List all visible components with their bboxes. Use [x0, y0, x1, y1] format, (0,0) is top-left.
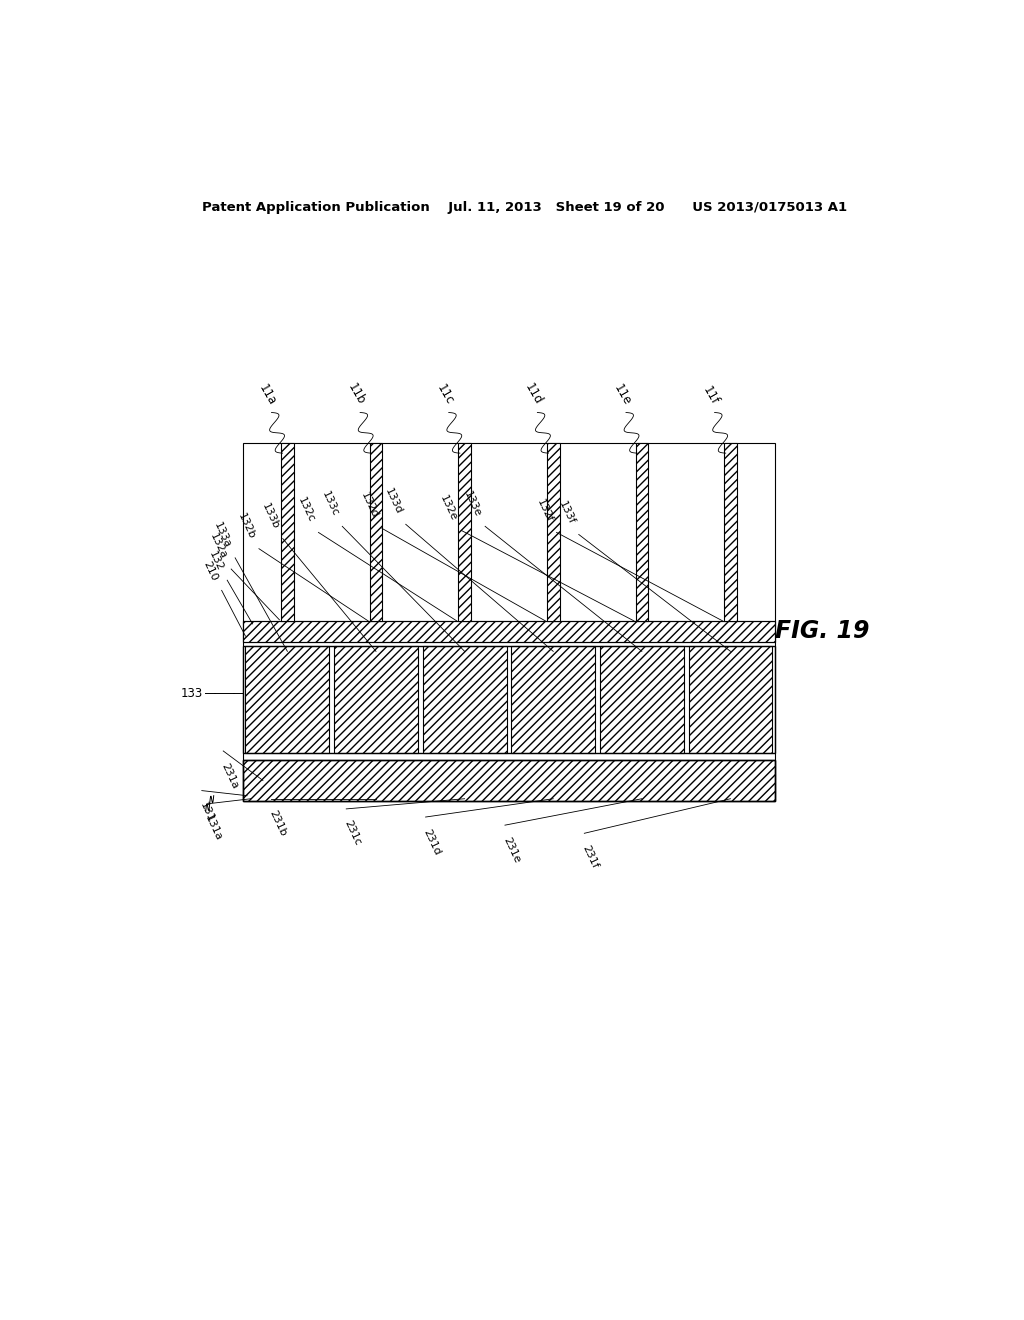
Bar: [243, 760, 775, 801]
Text: 231c: 231c: [342, 818, 362, 847]
Text: 231a: 231a: [219, 762, 240, 791]
Text: 210: 210: [202, 560, 219, 582]
Text: 132d: 132d: [358, 491, 380, 520]
Text: 133e: 133e: [462, 490, 482, 519]
Bar: [547, 444, 559, 620]
Text: 231f: 231f: [581, 843, 600, 870]
Text: 132a: 132a: [208, 532, 228, 561]
Text: 231b: 231b: [267, 809, 288, 838]
Text: 131: 131: [198, 801, 216, 824]
Bar: [636, 444, 648, 620]
Bar: [243, 647, 775, 752]
Text: FIG. 19: FIG. 19: [775, 619, 869, 643]
Text: 133d: 133d: [383, 487, 403, 516]
Bar: [243, 760, 775, 801]
Bar: [459, 444, 471, 620]
Text: 231d: 231d: [422, 828, 442, 857]
Bar: [246, 647, 330, 752]
Text: 132b: 132b: [236, 511, 257, 541]
Bar: [243, 620, 775, 643]
Text: 11b: 11b: [345, 381, 368, 408]
Text: 133b: 133b: [260, 502, 281, 531]
Bar: [423, 647, 507, 752]
Bar: [334, 647, 418, 752]
Text: 132: 132: [207, 549, 225, 572]
Bar: [688, 647, 772, 752]
Bar: [243, 444, 775, 801]
Text: 11c: 11c: [434, 383, 456, 408]
Bar: [724, 444, 737, 620]
Bar: [243, 620, 775, 643]
Text: 131a: 131a: [204, 814, 224, 843]
Bar: [281, 444, 294, 620]
Text: 11e: 11e: [611, 381, 633, 408]
Text: Patent Application Publication    Jul. 11, 2013   Sheet 19 of 20      US 2013/01: Patent Application Publication Jul. 11, …: [202, 201, 848, 214]
Text: 133c: 133c: [319, 490, 340, 519]
Text: 231e: 231e: [501, 836, 521, 865]
Text: 11f: 11f: [700, 384, 721, 408]
Text: 133a: 133a: [212, 521, 232, 549]
Text: 133f: 133f: [557, 500, 577, 527]
Bar: [370, 444, 382, 620]
Text: 132c: 132c: [296, 496, 316, 524]
Text: 11a: 11a: [256, 381, 279, 408]
Text: 11d: 11d: [522, 381, 545, 408]
Text: 133: 133: [181, 686, 204, 700]
Bar: [600, 647, 684, 752]
Bar: [511, 647, 595, 752]
Text: 132e: 132e: [438, 494, 459, 523]
Text: 132f: 132f: [535, 498, 554, 524]
